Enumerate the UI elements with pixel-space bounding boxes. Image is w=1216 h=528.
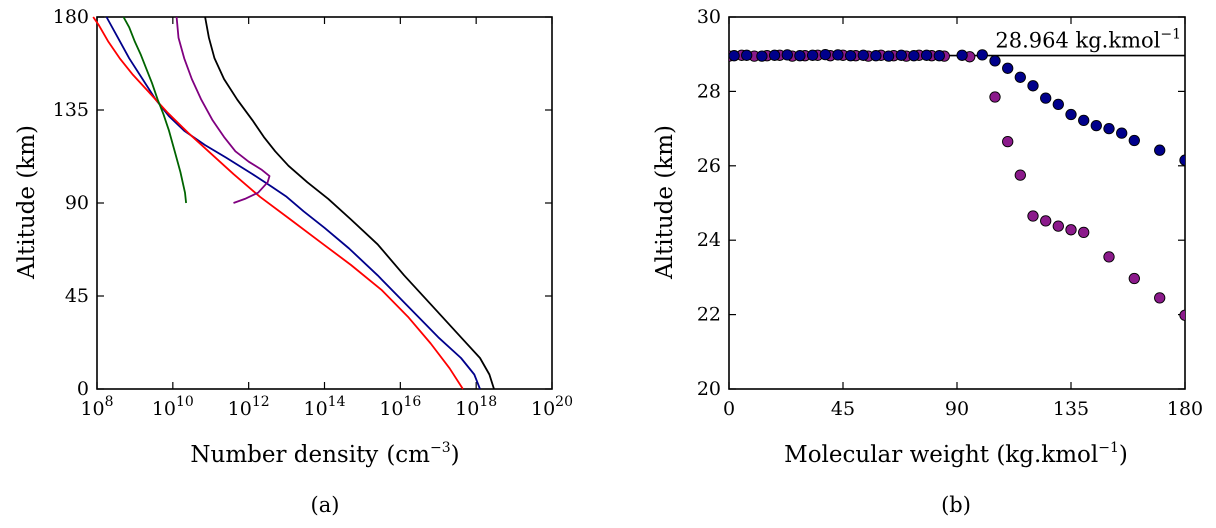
- series-line-a-4: [122, 16, 187, 204]
- scatter-point-b-1: [1040, 92, 1052, 104]
- y-tick-label-b: 20: [697, 378, 721, 400]
- y-tick-label-b: 26: [697, 155, 721, 177]
- scatter-point-b-1: [794, 50, 806, 62]
- scatter-point-b-1: [729, 50, 740, 62]
- scatter-point-b-1: [976, 49, 988, 61]
- scatter-point-b-0: [1128, 272, 1140, 285]
- scatter-point-b-1: [908, 50, 920, 62]
- scatter-point-b-1: [1116, 127, 1128, 139]
- scatter-point-b-0: [1179, 309, 1185, 321]
- scatter-point-b-0: [989, 91, 1001, 103]
- scatter-point-b-1: [870, 50, 882, 62]
- x-tick-label-a: 1016: [379, 394, 421, 420]
- scatter-point-b-1: [819, 48, 831, 61]
- caption-b: (b): [941, 493, 971, 517]
- x-tick-label-a: 1018: [455, 394, 497, 420]
- y-tick-label-b: 22: [697, 304, 721, 326]
- scatter-point-b-1: [956, 49, 968, 61]
- x-tick-label-b: 135: [1053, 398, 1089, 420]
- scatter-point-b-0: [1065, 224, 1077, 236]
- scatter-point-b-1: [882, 50, 895, 62]
- scatter-point-b-0: [1014, 169, 1026, 181]
- y-tick-label-a: 180: [53, 6, 89, 28]
- y-tick-label-a: 0: [77, 378, 89, 400]
- scatter-point-b-0: [1154, 292, 1166, 304]
- scatter-point-b-1: [741, 49, 753, 61]
- y-tick-label-b: 28: [697, 80, 721, 102]
- scatter-point-b-1: [1154, 144, 1166, 156]
- scatter-point-b-1: [768, 49, 781, 61]
- plot-frame-b: [728, 16, 1186, 390]
- scatter-point-b-1: [756, 50, 768, 62]
- caption-a: (a): [311, 493, 340, 517]
- scatter-point-b-1: [832, 49, 844, 61]
- scatter-point-b-1: [1179, 154, 1185, 166]
- scatter-point-b-1: [857, 49, 869, 61]
- y-tick-label-a: 135: [53, 99, 89, 121]
- scatter-point-b-1: [781, 49, 793, 61]
- scatter-point-b-1: [989, 55, 1001, 67]
- series-line-a-1: [105, 16, 481, 390]
- x-tick-label-a: 1012: [228, 394, 270, 420]
- scatter-point-b-1: [806, 49, 819, 61]
- scatter-point-b-1: [844, 50, 857, 62]
- scatter-point-b-1: [1052, 98, 1064, 111]
- scatter-point-b-0: [1027, 210, 1039, 222]
- x-tick-label-a: 1010: [152, 394, 194, 420]
- panel-a: (a) Number density (cm−3) Altitude (km) 1…: [14, 6, 573, 517]
- y-tick-label-a: 45: [65, 285, 89, 307]
- scatter-point-b-1: [920, 49, 933, 61]
- panel-b: (b) Molecular weight (kg.kmol−1) Altitud…: [652, 6, 1203, 517]
- series-line-a-3: [175, 16, 271, 204]
- series-line-a-2: [92, 16, 464, 390]
- scatter-point-b-1: [1014, 71, 1026, 83]
- scatter-point-b-0: [1103, 251, 1115, 263]
- scatter-point-b-1: [1027, 80, 1039, 92]
- scatter-point-b-0: [1040, 215, 1052, 227]
- scatter-point-b-1: [1103, 122, 1115, 135]
- scatter-points-b: [729, 48, 1185, 321]
- y-tick-label-b: 24: [697, 229, 721, 251]
- scatter-point-b-0: [1002, 135, 1014, 148]
- scatter-point-b-1: [895, 49, 907, 61]
- x-tick-label-b: 180: [1167, 398, 1203, 420]
- x-tick-label-b: 45: [831, 398, 855, 420]
- x-tick-label-a: 108: [80, 394, 113, 420]
- scatter-point-b-1: [1090, 119, 1102, 132]
- plot-frame-a: [96, 16, 553, 390]
- scatter-point-b-1: [933, 50, 945, 62]
- x-axis-title-b: Molecular weight (kg.kmol−1): [784, 440, 1128, 468]
- scatter-point-b-1: [1002, 62, 1014, 74]
- y-tick-label-a: 90: [65, 192, 89, 214]
- series-line-a-0: [204, 16, 495, 390]
- scatter-point-b-0: [1078, 226, 1090, 239]
- x-tick-label-a: 1014: [303, 394, 345, 420]
- x-tick-label-a: 1020: [531, 394, 573, 420]
- y-axis-title-a: Altitude (km): [14, 125, 40, 280]
- scatter-point-b-1: [1078, 114, 1090, 127]
- y-tick-label-b: 30: [697, 6, 721, 28]
- reference-line-label: 28.964 kg.kmol−1: [995, 27, 1181, 53]
- x-tick-label-b: 0: [723, 398, 735, 420]
- x-tick-label-b: 90: [945, 398, 969, 420]
- scatter-point-b-0: [1052, 220, 1064, 232]
- scatter-point-b-1: [1128, 134, 1140, 147]
- scatter-point-b-1: [1065, 108, 1077, 121]
- y-axis-title-b: Altitude (km): [652, 125, 678, 280]
- x-axis-title-a: Number density (cm−3): [190, 440, 459, 468]
